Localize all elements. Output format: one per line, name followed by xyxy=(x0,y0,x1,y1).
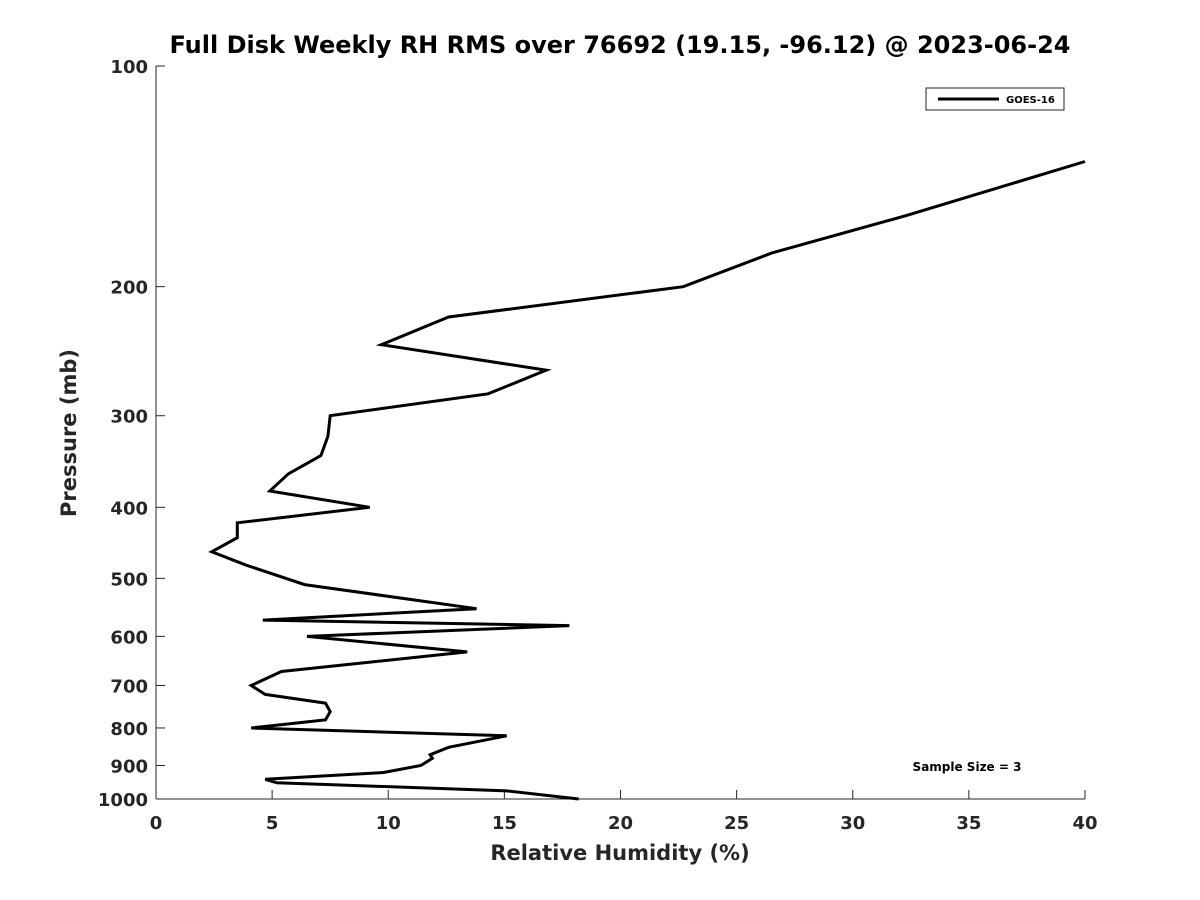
sample-size-annotation: Sample Size = 3 xyxy=(913,760,1022,774)
y-axis-label: Pressure (mb) xyxy=(57,349,81,517)
x-tick-label: 35 xyxy=(956,813,981,834)
y-tick-label: 200 xyxy=(110,278,148,299)
x-tick-label: 20 xyxy=(608,813,633,834)
y-tick-label: 500 xyxy=(110,569,148,590)
y-tick-label: 100 xyxy=(110,57,148,78)
y-tick-label: 600 xyxy=(110,627,148,648)
x-tick-label: 40 xyxy=(1072,813,1097,834)
x-tick-label: 10 xyxy=(376,813,401,834)
x-tick-label: 5 xyxy=(266,813,279,834)
chart-title: Full Disk Weekly RH RMS over 76692 (19.1… xyxy=(169,31,1070,59)
series-line-goes-16 xyxy=(208,160,1086,801)
y-tick-label: 300 xyxy=(110,407,148,428)
y-tick-label: 700 xyxy=(110,676,148,697)
y-ticks: 100 200 300 400 500 600 700 800 900 1000 xyxy=(98,57,165,811)
series-layer xyxy=(208,160,1086,801)
x-tick-label: 0 xyxy=(150,813,163,834)
x-tick-label: 15 xyxy=(492,813,517,834)
y-tick-label: 900 xyxy=(110,756,148,777)
x-tick-label: 30 xyxy=(840,813,865,834)
x-axis-label: Relative Humidity (%) xyxy=(490,841,749,865)
y-tick-label: 800 xyxy=(110,719,148,740)
legend-label-goes-16: GOES-16 xyxy=(1006,95,1055,106)
x-tick-label: 25 xyxy=(724,813,749,834)
x-ticks: 0 5 10 15 20 25 30 35 40 xyxy=(150,790,1098,834)
y-tick-label: 400 xyxy=(110,498,148,519)
y-tick-label: 1000 xyxy=(98,790,148,811)
legend: GOES-16 xyxy=(925,87,1065,111)
